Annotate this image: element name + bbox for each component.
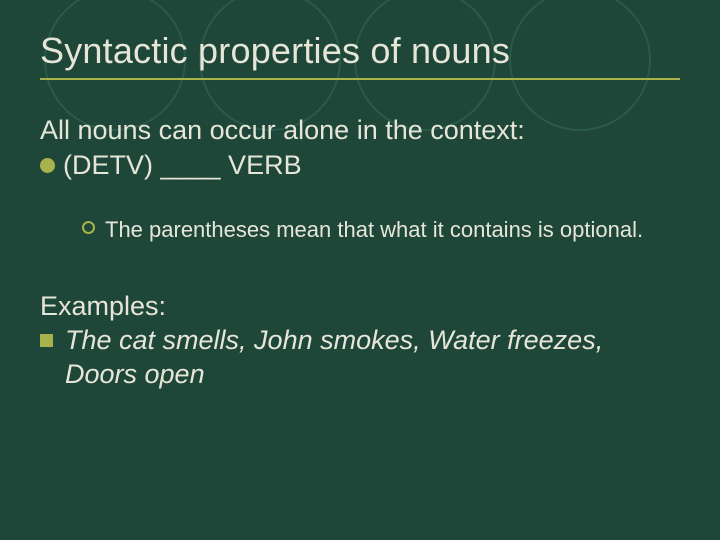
bullet-disc-icon [40,158,55,173]
bullet-square-icon [40,334,53,347]
title-block: Syntactic properties of nouns [40,30,680,80]
body-line-2: (DETV) ____ VERB [63,149,302,182]
title-underline [40,78,680,80]
content-block: All nouns can occur alone in the context… [40,114,680,392]
sub-note-row: The parentheses mean that what it contai… [82,216,680,244]
body-line-2-row: (DETV) ____ VERB [40,149,680,182]
sub-note-text: The parentheses mean that what it contai… [105,216,643,244]
examples-text: The cat smells, John smokes, Water freez… [65,324,665,392]
bullet-ring-icon [82,221,95,234]
examples-row: The cat smells, John smokes, Water freez… [40,324,680,392]
examples-label: Examples: [40,291,680,322]
slide-title: Syntactic properties of nouns [40,30,680,72]
slide: Syntactic properties of nouns All nouns … [0,0,720,540]
examples-block: Examples: The cat smells, John smokes, W… [40,291,680,392]
body-line-1: All nouns can occur alone in the context… [40,114,680,147]
